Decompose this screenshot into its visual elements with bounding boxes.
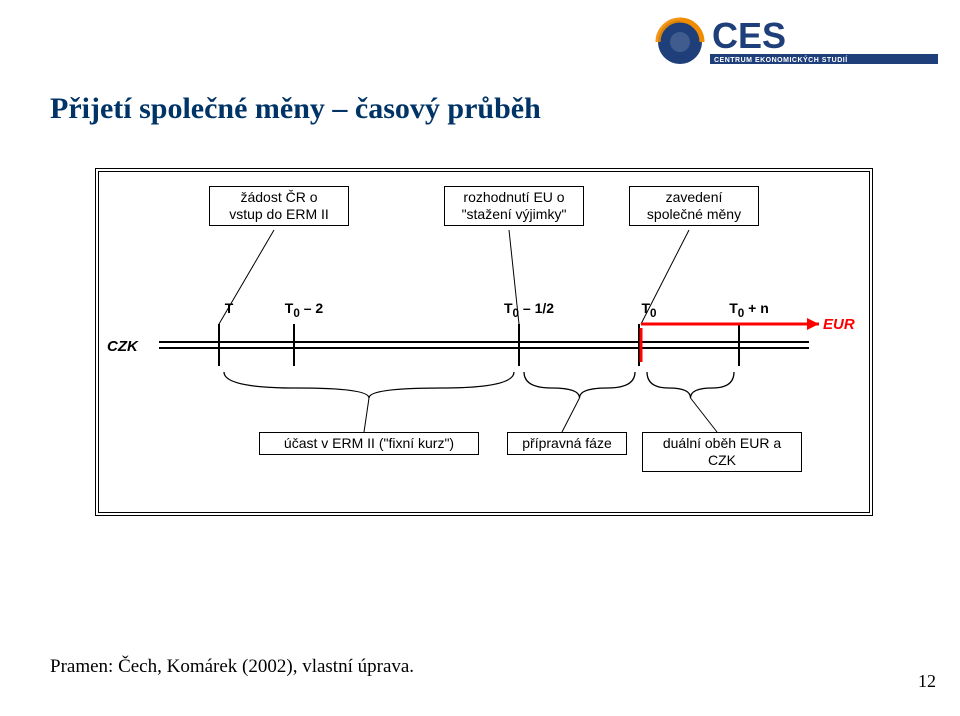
currency-eur: EUR [823,316,855,334]
slide: CES CENTRUM EKONOMICKÝCH STUDIÍ Přijetí … [0,0,960,716]
slide-title: Přijetí společné měny – časový průběh [50,92,541,126]
tick-label: T0 [604,300,694,321]
logo-text: CES [712,15,786,56]
tick-label: T0 – 2 [259,300,349,321]
page-number: 12 [918,671,936,692]
source-text: Pramen: Čech, Komárek (2002), vlastní úp… [50,656,414,678]
tick-label: T0 + n [704,300,794,321]
box_dualni: duální oběh EUR aCZK [642,432,802,472]
tick-label: T0 – 1/2 [484,300,574,321]
svg-text:CENTRUM EKONOMICKÝCH STUDIÍ: CENTRUM EKONOMICKÝCH STUDIÍ [714,55,848,64]
ces-logo: CES CENTRUM EKONOMICKÝCH STUDIÍ [650,12,940,72]
box_priprav: přípravná fáze [507,432,627,455]
box_rozhod: rozhodnutí EU o"stažení výjimky" [444,186,584,226]
box_zadost: žádost ČR ovstup do ERM II [209,186,349,226]
currency-czk: CZK [107,338,138,356]
timeline-diagram: žádost ČR ovstup do ERM II rozhodnutí EU … [95,168,873,516]
box_zavedeni: zavedeníspolečné měny [629,186,759,226]
box_ucast: účast v ERM II ("fixní kurz") [259,432,479,455]
